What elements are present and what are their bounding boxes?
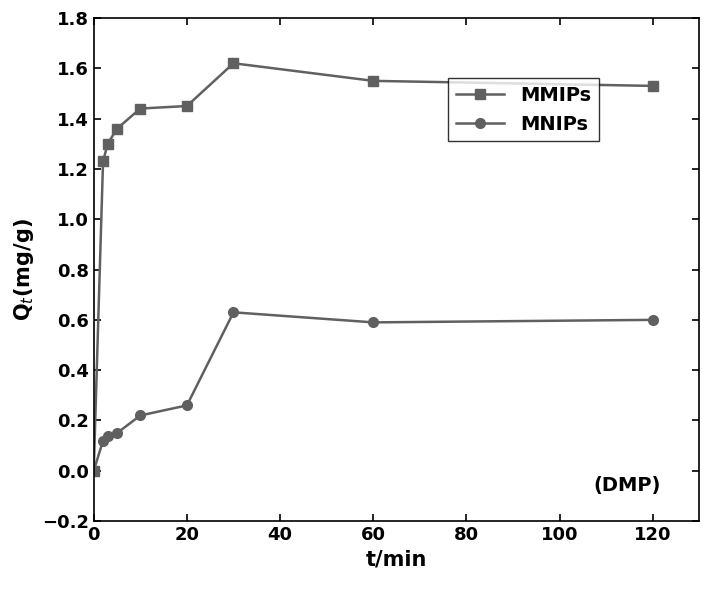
MMIPs bbox=[182, 102, 191, 110]
MMIPs bbox=[89, 467, 98, 474]
MMIPs bbox=[112, 125, 121, 132]
MNIPs bbox=[648, 316, 657, 323]
Text: (DMP): (DMP) bbox=[593, 476, 660, 495]
MNIPs bbox=[182, 402, 191, 409]
Line: MMIPs: MMIPs bbox=[89, 58, 658, 476]
Line: MNIPs: MNIPs bbox=[89, 307, 658, 476]
MNIPs bbox=[229, 308, 238, 316]
X-axis label: t/min: t/min bbox=[366, 549, 428, 570]
MNIPs bbox=[89, 467, 98, 474]
MNIPs bbox=[136, 412, 145, 419]
MNIPs bbox=[99, 437, 107, 444]
MMIPs bbox=[99, 158, 107, 165]
MMIPs bbox=[648, 82, 657, 89]
MMIPs bbox=[369, 77, 378, 84]
MMIPs bbox=[229, 60, 238, 67]
MNIPs bbox=[112, 429, 121, 437]
MMIPs bbox=[103, 140, 112, 147]
Y-axis label: Q$_t$(mg/g): Q$_t$(mg/g) bbox=[12, 218, 36, 321]
MNIPs bbox=[103, 432, 112, 439]
Legend: MMIPs, MNIPs: MMIPs, MNIPs bbox=[448, 78, 599, 141]
MMIPs bbox=[136, 105, 145, 112]
MNIPs bbox=[369, 319, 378, 326]
